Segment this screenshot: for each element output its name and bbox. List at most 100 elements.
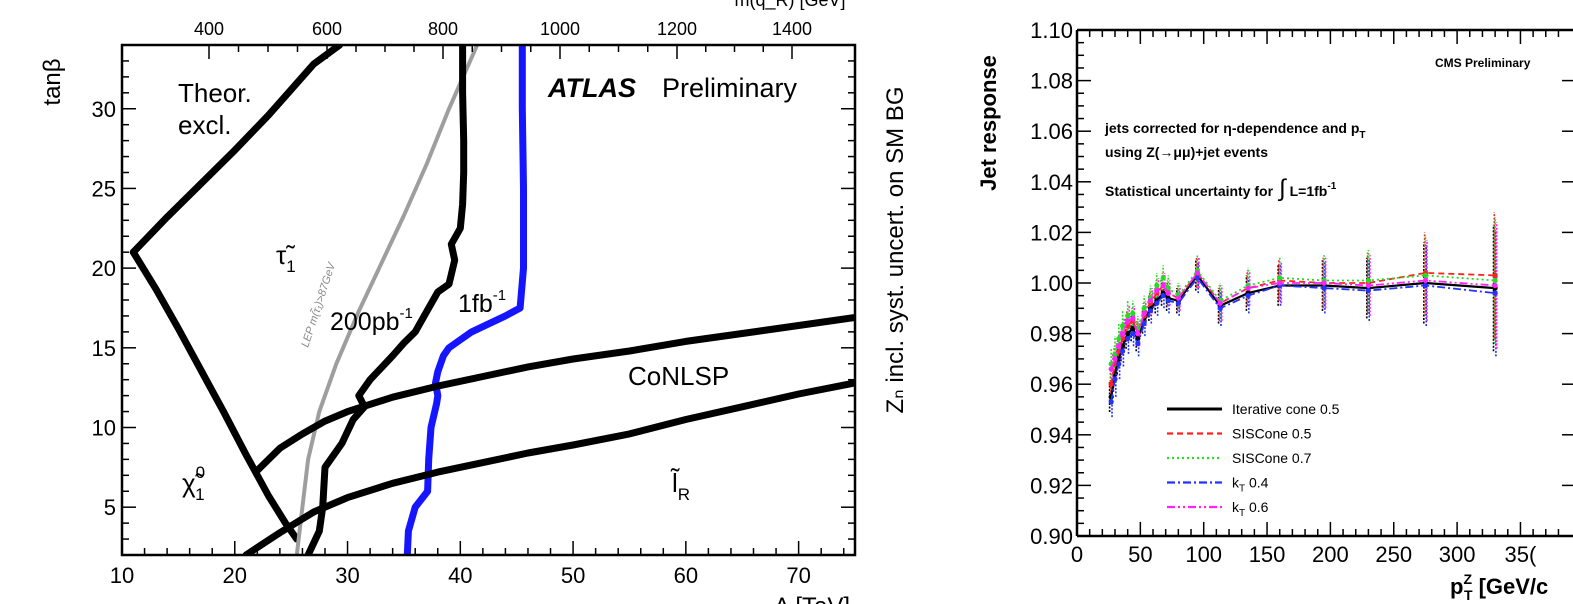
- theor-excl-label-1: Theor.: [178, 78, 252, 108]
- right-x-tick-label: 100: [1185, 542, 1222, 567]
- right-x-tick-label: 150: [1249, 542, 1286, 567]
- data-point: [1492, 272, 1498, 279]
- atlas-label: ATLAS: [547, 73, 636, 103]
- right-y-tick-label: 0.90: [1030, 524, 1073, 549]
- right-y-tick-label: 0.96: [1030, 372, 1073, 397]
- left-right-label: Zₙ incl. syst. uncert. on SM BG: [882, 87, 909, 414]
- right-xlabel-sub: T: [1464, 587, 1473, 603]
- annotation-line-1: jets corrected for η-dependence and pT: [1104, 120, 1366, 141]
- data-point: [1141, 310, 1147, 316]
- data-point: [1108, 399, 1114, 405]
- right-y-tick-label: 1.00: [1030, 271, 1073, 296]
- left-x-tick-label: 10: [110, 563, 134, 588]
- data-point: [1116, 356, 1122, 362]
- right-xlabel-unit: [GeV/c: [1479, 574, 1549, 599]
- right-y-tick-label: 0.92: [1030, 473, 1073, 498]
- left-x-tick-label: 60: [674, 563, 698, 588]
- cms-preliminary-label: CMS Preliminary: [1435, 56, 1531, 70]
- left-x-tick-label: 70: [786, 563, 810, 588]
- data-point: [1120, 331, 1126, 337]
- neutralino-label-sub: 1: [195, 485, 204, 504]
- right-y-tick-label: 1.10: [1030, 18, 1073, 43]
- curve-contour_200pb: [304, 45, 468, 555]
- data-point: [1365, 282, 1372, 289]
- exclusion-curves: [129, 45, 855, 555]
- neutralino-label-sup: 0: [196, 463, 205, 482]
- left-top-tick-label: 800: [428, 19, 458, 39]
- data-point: [1422, 282, 1429, 289]
- contour-1fb-label-sup: -1: [493, 287, 506, 304]
- right-xlabel-sup: Z: [1463, 571, 1472, 587]
- right-y-tick-label: 0.94: [1030, 423, 1073, 448]
- left-top-tick-label: 1200: [657, 19, 697, 39]
- jet-response-curves: [1108, 212, 1498, 418]
- right-axis-ticks: 0 50 100 150 200 250 300 35(0.90 0.92 0.94 0.96 0.9…: [1030, 18, 1573, 567]
- annotation-line-3-sup: -1: [1327, 181, 1336, 192]
- left-top-tick-label: 1400: [772, 19, 812, 39]
- data-point: [1165, 285, 1171, 291]
- legend-entry: SISCone 0.7: [1232, 450, 1312, 466]
- right-y-tick-label: 1.08: [1030, 69, 1073, 94]
- data-point: [1130, 310, 1136, 316]
- contour-200pb-label: 200pb-1: [330, 305, 413, 336]
- left-x-tick-label: 30: [335, 563, 359, 588]
- data-point: [1194, 275, 1200, 281]
- data-point: [1112, 376, 1118, 382]
- right-y-tick-label: 0.98: [1030, 322, 1073, 347]
- data-point: [1135, 341, 1141, 347]
- right-x-tick-label: 200: [1312, 542, 1349, 567]
- theor-excl-label-2: excl.: [178, 110, 231, 140]
- data-point: [1108, 381, 1114, 387]
- slepton-label-sub: R: [678, 485, 690, 504]
- data-point: [1147, 308, 1154, 314]
- legend-entry: SISCone 0.5: [1232, 426, 1312, 442]
- data-point: [1154, 300, 1160, 306]
- neutralino-label: χ̃0 1: [182, 463, 205, 504]
- contour-1fb-label: 1fb-1: [458, 287, 506, 318]
- data-point: [1120, 348, 1126, 354]
- data-point: [1245, 293, 1251, 299]
- data-point: [1165, 290, 1171, 296]
- data-point: [1160, 282, 1166, 289]
- curve-conlsp_lower: [242, 379, 855, 555]
- left-y-tick-label: 25: [92, 176, 116, 201]
- data-point: [1492, 277, 1498, 284]
- right-ylabel: Jet response: [976, 55, 1001, 191]
- right-x-tick-label: 50: [1128, 542, 1152, 567]
- data-point: [1108, 366, 1114, 372]
- data-point: [1125, 318, 1131, 324]
- curve-theor_lower: [129, 248, 301, 543]
- left-top-tick-label: 600: [312, 19, 342, 39]
- data-point: [1165, 298, 1171, 304]
- integral-sign: ∫: [1277, 175, 1287, 202]
- data-point: [1125, 313, 1131, 319]
- left-y-tick-label: 15: [92, 336, 116, 361]
- annotation-line-1-sub: T: [1359, 130, 1365, 141]
- data-point: [1321, 280, 1327, 286]
- curve-contour_1fb: [403, 45, 527, 555]
- slepton-label: l̃R: [670, 468, 690, 504]
- right-x-tick-label: 250: [1375, 542, 1412, 567]
- annotation-line-3-b: L=1fb: [1290, 183, 1328, 199]
- left-y-tick-label: 30: [92, 97, 116, 122]
- legend-entry: Iterative cone 0.5: [1232, 401, 1340, 417]
- stau-label-sub: 1: [286, 257, 295, 276]
- data-point: [1116, 361, 1122, 367]
- right-xlabel: pZ T [GeV/c: [1450, 571, 1548, 603]
- left-top-tick-label: 400: [194, 19, 224, 39]
- annotation-line-3: Statistical uncertainty for ∫ L=1fb-1: [1105, 175, 1337, 202]
- data-point: [1120, 323, 1126, 329]
- data-point: [1130, 325, 1136, 332]
- conlsp-label: CoNLSP: [628, 361, 729, 391]
- left-xlabel: Λ [TeV]: [774, 593, 850, 604]
- right-y-tick-label: 1.06: [1030, 119, 1073, 144]
- left-y-tick-label: 5: [104, 495, 116, 520]
- atlas-preliminary-label: Preliminary: [662, 73, 798, 103]
- data-point: [1125, 336, 1131, 342]
- data-point: [1217, 300, 1223, 306]
- legend-entry: kT 0.4: [1232, 475, 1269, 495]
- data-point: [1194, 270, 1200, 276]
- left-x-tick-label: 50: [561, 563, 585, 588]
